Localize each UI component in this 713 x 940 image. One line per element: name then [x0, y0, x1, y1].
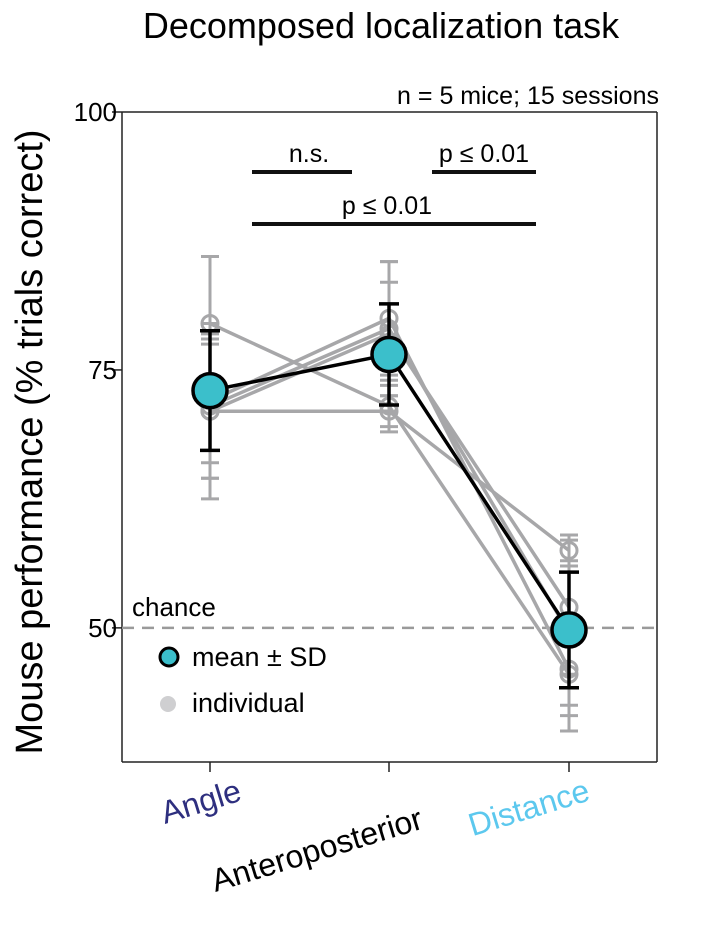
sample-size-note: n = 5 mice; 15 sessions [397, 82, 659, 110]
significance-label: p ≤ 0.01 [439, 140, 529, 168]
chance-label: chance [132, 592, 216, 622]
y-tick-label: 100 [74, 97, 117, 127]
legend-individual-marker [160, 696, 176, 712]
legend: mean ± SD individual [158, 642, 327, 718]
x-tick-label: Distance [464, 772, 594, 843]
significance-label: p ≤ 0.01 [342, 192, 432, 220]
x-tick-label: Angle [156, 772, 245, 830]
mean-point [191, 371, 229, 410]
legend-individual-label: individual [192, 688, 305, 718]
individual-point [559, 540, 579, 560]
mean-point [550, 611, 588, 649]
chart-title: Decomposed localization task [143, 5, 620, 46]
legend-mean-label: mean ± SD [192, 642, 327, 672]
y-tick-label: 75 [88, 355, 117, 385]
y-tick-label: 50 [88, 613, 117, 643]
y-axis-label: Mouse performance (% trials correct) [9, 129, 51, 754]
plot-area: 50 75 100 chance n.s. p ≤ 0.01p ≤ 0.01 [74, 97, 658, 772]
significance-label: n.s. [289, 140, 329, 168]
mean-point [370, 335, 408, 374]
legend-mean-marker [158, 646, 180, 668]
x-tick-label: Anteroposterior [207, 800, 427, 898]
